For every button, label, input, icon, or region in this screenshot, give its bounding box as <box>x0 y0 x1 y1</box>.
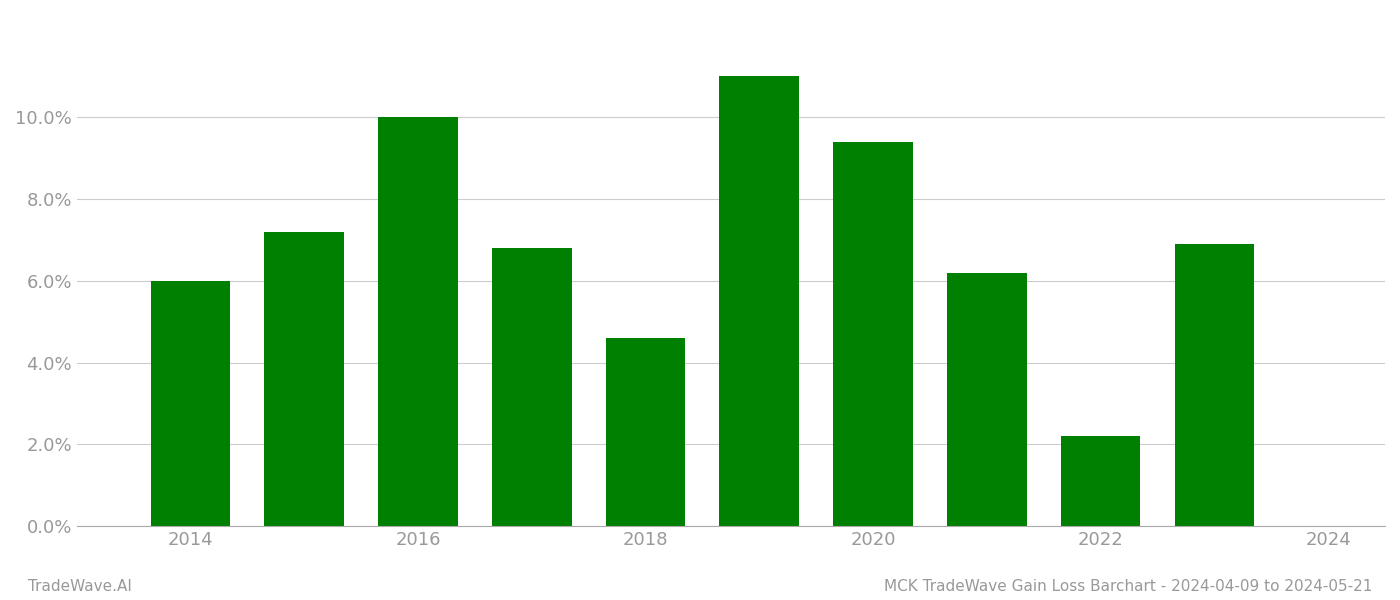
Bar <box>606 338 685 526</box>
Bar <box>720 76 799 526</box>
Bar <box>833 142 913 526</box>
Bar <box>1175 244 1254 526</box>
Bar <box>378 117 458 526</box>
Bar <box>151 281 230 526</box>
Bar <box>265 232 344 526</box>
Text: MCK TradeWave Gain Loss Barchart - 2024-04-09 to 2024-05-21: MCK TradeWave Gain Loss Barchart - 2024-… <box>883 579 1372 594</box>
Bar <box>491 248 571 526</box>
Bar <box>946 272 1026 526</box>
Bar <box>1061 436 1141 526</box>
Text: TradeWave.AI: TradeWave.AI <box>28 579 132 594</box>
